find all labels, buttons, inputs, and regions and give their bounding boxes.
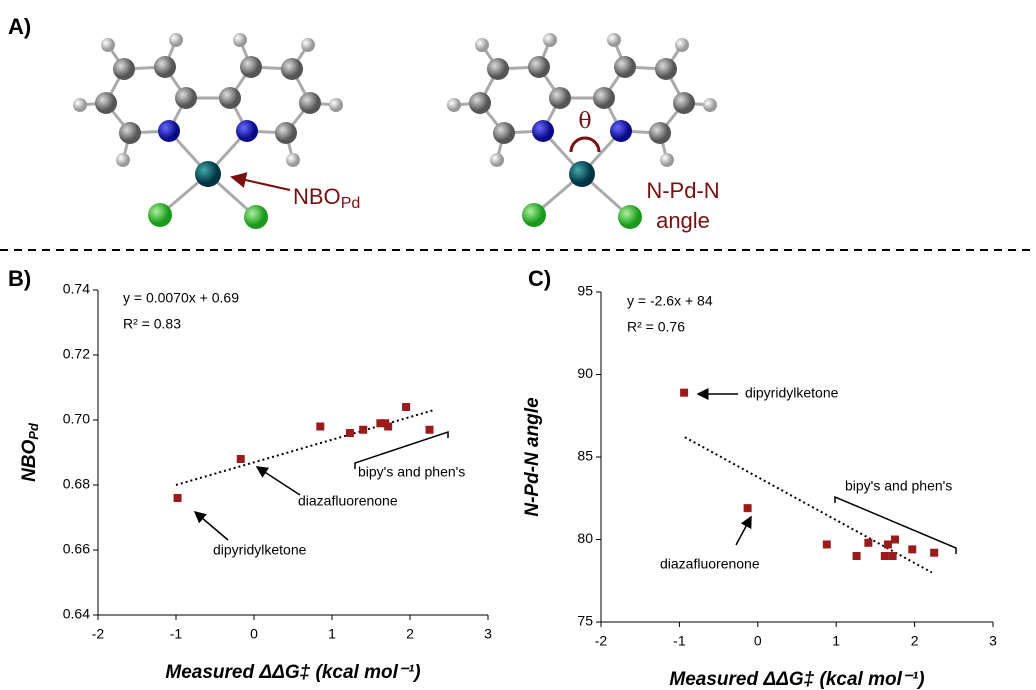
theta: θ bbox=[578, 109, 591, 134]
x-tick-label: 0 bbox=[754, 633, 762, 649]
arrow bbox=[232, 177, 290, 190]
arrow bbox=[195, 512, 228, 540]
y-label-text: NBO bbox=[19, 439, 40, 481]
y-tick-label: 0.66 bbox=[63, 541, 90, 557]
y-tick-label: 0.70 bbox=[63, 411, 90, 427]
x-tick-label: 3 bbox=[989, 633, 997, 649]
annotation: bipy's and phen's bbox=[358, 464, 465, 480]
x-tick-label: 2 bbox=[406, 626, 414, 642]
arrow bbox=[257, 467, 300, 495]
y-tick-label: 75 bbox=[577, 613, 593, 629]
point bbox=[426, 426, 434, 434]
x-axis-label: Measured ΔΔG‡ (kcal mol⁻¹) bbox=[669, 669, 924, 690]
x-tick-label: -2 bbox=[595, 633, 608, 649]
y-label-sub: Pd bbox=[26, 422, 41, 440]
label-text: NBO bbox=[293, 184, 341, 209]
point bbox=[359, 426, 367, 434]
y-tick-label: 0.68 bbox=[63, 476, 90, 492]
x-tick-label: 2 bbox=[911, 633, 919, 649]
point bbox=[680, 389, 688, 397]
y-axis-label: N-Pd-N angle bbox=[522, 397, 543, 517]
x-tick-label: -2 bbox=[92, 626, 105, 642]
point bbox=[316, 423, 324, 431]
point bbox=[884, 540, 892, 548]
y-tick-label: 0.72 bbox=[63, 346, 90, 362]
point bbox=[881, 552, 889, 560]
panel-label: B) bbox=[8, 266, 31, 291]
annotation: y = 0.0070x + 0.69 bbox=[123, 290, 239, 306]
point bbox=[744, 504, 752, 512]
point bbox=[908, 545, 916, 553]
x-tick-label: 1 bbox=[328, 626, 336, 642]
x-axis-label: Measured ΔΔG‡ (kcal mol⁻¹) bbox=[165, 662, 420, 683]
point bbox=[174, 494, 182, 502]
bracket bbox=[835, 497, 956, 554]
point bbox=[930, 549, 938, 557]
y-tick-label: 0.64 bbox=[63, 606, 90, 622]
molecule-label: NBOPd bbox=[293, 184, 360, 212]
molecule-label: N-Pd-N bbox=[646, 178, 719, 203]
y-axis-label: NBOPd bbox=[19, 422, 41, 482]
point bbox=[402, 403, 410, 411]
point bbox=[823, 540, 831, 548]
figure: A) NBOPd θ N-Pd-N angle B)0.640.660.680.… bbox=[0, 0, 1036, 690]
arrow bbox=[736, 517, 751, 545]
annotation: dipyridylketone bbox=[745, 385, 839, 401]
molecule-label: angle bbox=[656, 208, 710, 233]
x-tick-label: -1 bbox=[673, 633, 686, 649]
point bbox=[237, 455, 245, 463]
point bbox=[889, 552, 897, 560]
annotation: R² = 0.83 bbox=[123, 316, 181, 332]
label-sub: Pd bbox=[341, 195, 361, 212]
y-tick-label: 85 bbox=[577, 448, 593, 464]
y-tick-label: 80 bbox=[577, 530, 593, 546]
x-tick-label: -1 bbox=[170, 626, 183, 642]
annotation: dipyridylketone bbox=[213, 542, 307, 558]
y-label-text: N-Pd-N angle bbox=[522, 397, 543, 517]
annotation: diazafluorenone bbox=[298, 493, 398, 509]
point bbox=[853, 552, 861, 560]
y-tick-label: 0.74 bbox=[63, 281, 90, 297]
x-tick-label: 0 bbox=[250, 626, 258, 642]
y-tick-label: 95 bbox=[577, 283, 593, 299]
point bbox=[346, 429, 354, 437]
annotation: R² = 0.76 bbox=[627, 319, 685, 335]
x-tick-label: 1 bbox=[832, 633, 840, 649]
angle-arc bbox=[571, 138, 599, 152]
annotation: diazafluorenone bbox=[660, 556, 760, 572]
panel-label: A) bbox=[8, 14, 31, 39]
x-tick-label: 3 bbox=[484, 626, 492, 642]
y-tick-label: 90 bbox=[577, 365, 593, 381]
point bbox=[384, 423, 392, 431]
point bbox=[891, 536, 899, 544]
annotation: y = -2.6x + 84 bbox=[627, 293, 713, 309]
annotation: bipy's and phen's bbox=[845, 478, 952, 494]
point bbox=[864, 539, 872, 547]
panel-label: C) bbox=[528, 266, 551, 291]
